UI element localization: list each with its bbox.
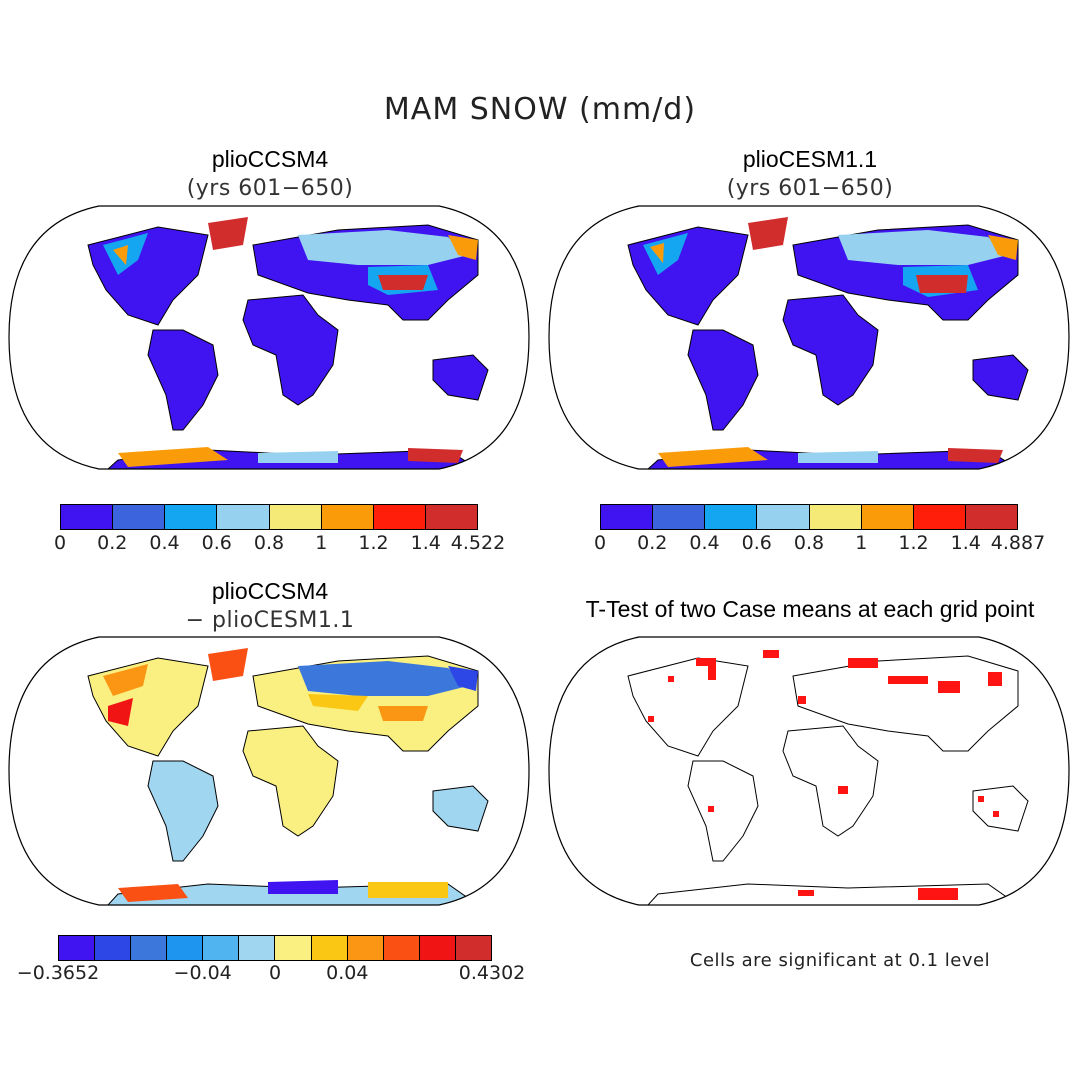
colorbar-swatch [203, 936, 240, 960]
map-ttest [548, 636, 1070, 906]
colorbar-swatch [347, 936, 384, 960]
colorbar-swatch [373, 505, 426, 529]
panel-subtitle-diff: − plioCESM1.1 [185, 608, 355, 633]
colorbar-swatch [167, 936, 204, 960]
colorbar-tick-label: 1.2 [898, 532, 929, 554]
colorbar-tick-label: 4.887 [990, 532, 1046, 554]
colorbar-tick-label: −0.3652 [16, 962, 100, 984]
colorbar-cesm-labels: 0 0.2 0.4 0.6 0.8 1 1.2 1.4 4.887 [594, 532, 1045, 556]
panel-title-ccsm4: plioCCSM4 [211, 146, 329, 172]
panel-subtitle-cesm: (yrs 601−650) [726, 176, 894, 201]
significance-note: Cells are significant at 0.1 level [689, 950, 991, 971]
colorbar-swatch [321, 505, 374, 529]
colorbar-swatch [311, 936, 348, 960]
colorbar-tick-label: 4.522 [450, 532, 506, 554]
colorbar-tick-label: 0 [268, 962, 282, 984]
colorbar-tick-label: 0.4 [149, 532, 180, 554]
colorbar-swatch [861, 505, 914, 529]
panel-title-diff: plioCCSM4 [211, 578, 329, 604]
panel-title-cesm: plioCESM1.1 [742, 146, 878, 172]
colorbar-swatch [217, 505, 270, 529]
colorbar-tick-label: 0.8 [253, 532, 285, 554]
colorbar-swatch [239, 936, 276, 960]
colorbar-swatch [757, 505, 810, 529]
colorbar-swatch [113, 505, 166, 529]
colorbar-swatch [61, 505, 114, 529]
colorbar-tick-label: 0 [53, 532, 67, 554]
colorbar-swatch [59, 936, 96, 960]
colorbar-tick-label: 1.4 [410, 532, 441, 554]
colorbar-difference-labels: −0.3652 −0.04 0 0.04 0.4302 [17, 962, 525, 986]
colorbar-tick-label: 0.4302 [458, 962, 526, 984]
colorbar-swatch [913, 505, 966, 529]
colorbar-swatch [95, 936, 132, 960]
colorbar-swatch [705, 505, 758, 529]
map-difference [8, 636, 530, 906]
panel-subtitle-ccsm4: (yrs 601−650) [186, 176, 354, 201]
colorbar-swatch [275, 936, 312, 960]
colorbar-tick-label: 0 [593, 532, 607, 554]
map-cesm [548, 205, 1070, 470]
colorbar-swatch [809, 505, 862, 529]
colorbar-swatch [419, 936, 456, 960]
colorbar-swatch [425, 505, 477, 529]
colorbar-tick-label: 0.2 [637, 532, 668, 554]
colorbar-swatch [965, 505, 1017, 529]
colorbar-swatch [383, 936, 420, 960]
colorbar-swatch [653, 505, 706, 529]
colorbar-swatch [165, 505, 218, 529]
colorbar-tick-label: 1 [315, 532, 328, 554]
colorbar-swatch [601, 505, 654, 529]
colorbar-tick-label: −0.04 [173, 962, 232, 984]
colorbar-tick-label: 0.6 [741, 532, 772, 554]
colorbar-tick-label: 0.6 [201, 532, 232, 554]
colorbar-tick-label: 1.2 [358, 532, 389, 554]
colorbar-swatch [455, 936, 491, 960]
colorbar-ccsm4-labels: 0 0.2 0.4 0.6 0.8 1 1.2 1.4 4.522 [54, 532, 505, 556]
colorbar-ccsm4 [60, 504, 478, 530]
colorbar-tick-label: 0.8 [793, 532, 825, 554]
map-ccsm4 [8, 205, 530, 470]
colorbar-tick-label: 1 [855, 532, 868, 554]
figure-title: MAM SNOW (mm/d) [383, 92, 697, 127]
colorbar-tick-label: 0.4 [689, 532, 720, 554]
colorbar-swatch [131, 936, 168, 960]
colorbar-tick-label: 1.4 [950, 532, 981, 554]
colorbar-swatch [269, 505, 322, 529]
colorbar-cesm [600, 504, 1018, 530]
panel-title-ttest: T-Test of two Case means at each grid po… [585, 596, 1035, 622]
colorbar-tick-label: 0.04 [326, 962, 369, 984]
colorbar-difference [58, 935, 492, 961]
colorbar-tick-label: 0.2 [97, 532, 128, 554]
